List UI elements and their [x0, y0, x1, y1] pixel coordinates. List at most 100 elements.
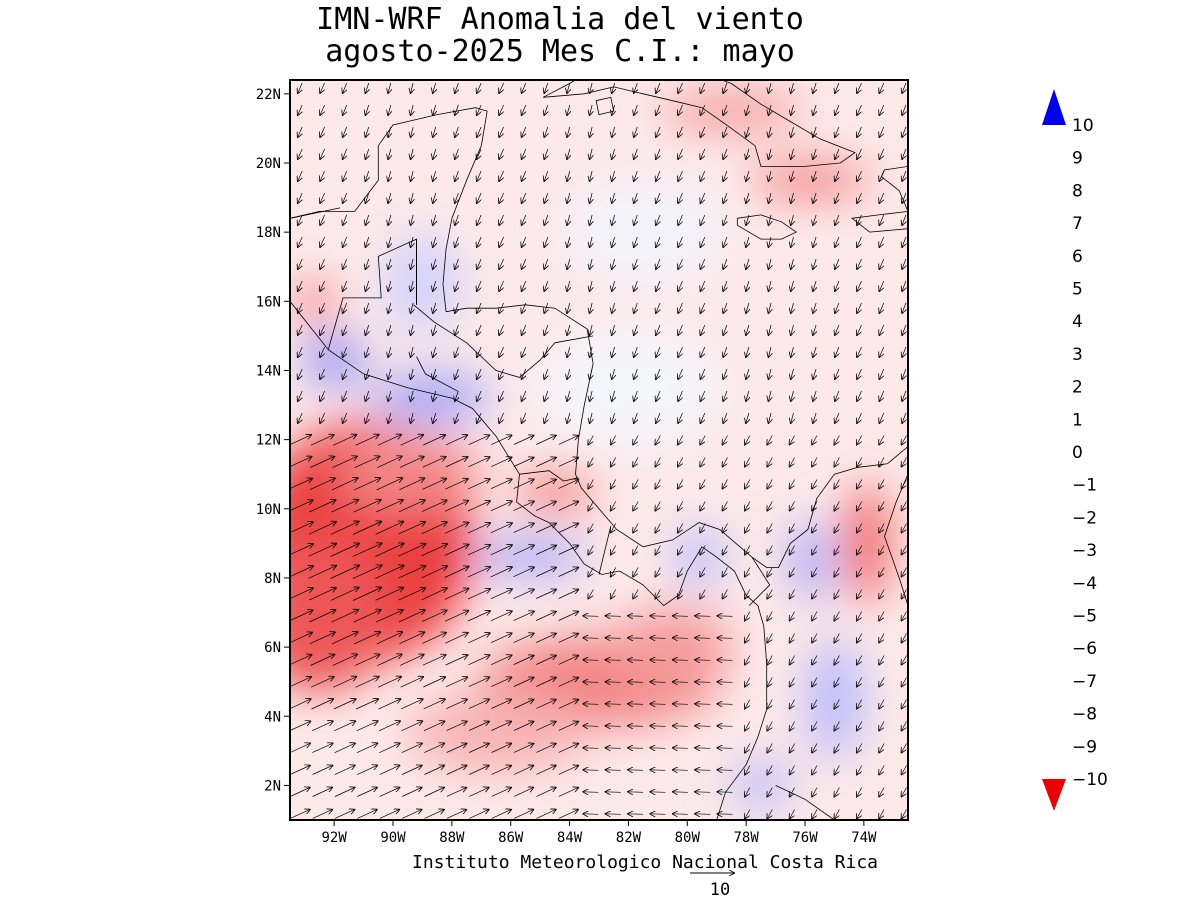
- wind-vector: [813, 214, 816, 225]
- wind-vector: [857, 655, 863, 665]
- wind-vector: [567, 82, 570, 93]
- wind-vector: [331, 632, 358, 645]
- wind-vector: [701, 258, 705, 269]
- anomaly-blob: [406, 693, 586, 774]
- wind-vector: [298, 82, 302, 93]
- wind-vector: [902, 170, 906, 181]
- wind-vector: [357, 765, 377, 775]
- wind-vector: [745, 765, 751, 775]
- wind-vector: [446, 788, 466, 797]
- wind-vector: [857, 633, 863, 643]
- wind-vector: [455, 126, 459, 137]
- wind-vector: [628, 682, 644, 683]
- wind-vector: [723, 302, 727, 313]
- wind-vector: [343, 280, 347, 291]
- wind-vector: [522, 192, 526, 203]
- wind-vector: [536, 744, 555, 753]
- wind-vector: [656, 82, 660, 93]
- wind-vector: [477, 170, 481, 181]
- wind-vector: [812, 809, 818, 819]
- wind-vector: [455, 258, 459, 269]
- wind-vector: [813, 390, 816, 401]
- wind-vector: [834, 633, 840, 643]
- wind-vector: [590, 280, 593, 291]
- wind-vector: [356, 743, 377, 754]
- wind-vector: [513, 436, 534, 445]
- wind-vector: [375, 588, 404, 601]
- wind-vector: [411, 104, 414, 115]
- wind-vector: [628, 616, 644, 617]
- wind-vector: [290, 655, 312, 665]
- wind-vector: [455, 82, 459, 93]
- wind-vector: [879, 280, 883, 291]
- wind-vector: [695, 682, 711, 683]
- map-border: [289, 79, 909, 821]
- wind-vector: [611, 567, 617, 577]
- wind-vector: [879, 677, 885, 687]
- wind-vector: [678, 457, 684, 467]
- wind-vector: [469, 810, 488, 819]
- wind-vector: [606, 682, 621, 683]
- wind-vector: [544, 82, 548, 93]
- anomaly-blobs: [290, 91, 887, 811]
- wind-vector: [769, 390, 772, 401]
- wind-vector: [701, 104, 705, 115]
- wind-vector: [857, 479, 863, 489]
- wind-vector: [812, 435, 818, 445]
- wind-vector: [678, 390, 682, 401]
- wind-vector: [444, 589, 469, 600]
- wind-vector: [398, 500, 425, 513]
- wind-vector: [309, 478, 335, 491]
- wind-vector: [433, 104, 436, 115]
- wind-vector: [746, 258, 749, 269]
- wind-vector: [445, 479, 468, 490]
- wind-vector: [536, 722, 555, 731]
- wind-vector: [834, 589, 840, 599]
- wind-vector: [388, 236, 391, 247]
- wind-vector: [366, 346, 369, 357]
- wind-vector: [308, 588, 336, 601]
- longitude-axis: 92W 90W 88W 86W 84W 82W 80W 78W 76W 74W: [321, 820, 877, 846]
- wind-vector: [879, 633, 885, 643]
- wind-vector: [477, 390, 481, 401]
- wind-vector: [634, 214, 638, 225]
- wind-vector: [767, 633, 773, 643]
- wind-vector: [634, 302, 638, 313]
- wind-vector: [401, 766, 422, 775]
- wind-vector: [424, 810, 444, 819]
- wind-vector: [388, 170, 391, 181]
- wind-vector: [835, 126, 839, 137]
- wind-vector: [769, 236, 772, 247]
- wind-vector: [567, 258, 570, 269]
- wind-vector: [499, 236, 504, 247]
- lon-tick-label: 92W: [321, 830, 347, 846]
- wind-vector: [655, 479, 661, 489]
- wind-vector: [401, 721, 423, 732]
- wind-vector: [879, 390, 883, 401]
- wind-vector: [298, 192, 302, 203]
- wind-vector: [375, 566, 403, 579]
- wind-vector: [513, 633, 534, 643]
- wind-vector: [444, 523, 469, 534]
- wind-vector: [477, 258, 481, 269]
- wind-vector: [366, 236, 369, 247]
- wind-vector: [355, 435, 379, 446]
- wind-vector: [343, 368, 347, 379]
- coastline-segment: [736, 214, 797, 240]
- wind-vector: [700, 545, 706, 555]
- wind-vector: [790, 501, 795, 511]
- wind-vector: [857, 435, 863, 445]
- wind-vector: [567, 346, 570, 357]
- wind-vector: [634, 192, 638, 203]
- wind-vector: [791, 390, 794, 401]
- wind-vector: [678, 192, 682, 203]
- wind-vector: [902, 258, 906, 269]
- wind-vector: [298, 104, 302, 115]
- wind-vector: [857, 236, 862, 247]
- coastline-segment: [290, 107, 488, 312]
- coastline-segment: [748, 556, 771, 606]
- wind-vector: [612, 236, 615, 247]
- wind-vector: [723, 148, 727, 159]
- lon-tick-label: 88W: [439, 830, 465, 846]
- wind-vector: [723, 192, 727, 203]
